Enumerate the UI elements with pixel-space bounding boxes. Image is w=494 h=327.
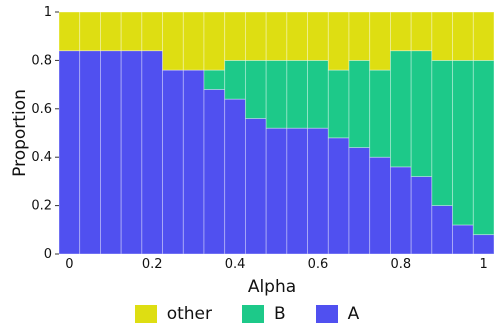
bar-a-4 (141, 50, 163, 255)
bar-b-14 (348, 60, 371, 148)
bar-a-1 (79, 50, 101, 255)
bar-a-10 (265, 127, 288, 255)
legend-item-b: B (241, 304, 286, 324)
bar-b-10 (265, 60, 288, 129)
bar-b-7 (203, 69, 226, 90)
x-tick-label: 0 (65, 257, 73, 272)
bar-a-12 (307, 127, 329, 255)
y-axis-title: Proportion (10, 89, 30, 177)
legend: other B A (0, 304, 494, 324)
legend-swatch (241, 305, 264, 323)
bar-other-10 (265, 11, 288, 61)
bar-a-15 (369, 156, 391, 255)
legend-label: B (273, 304, 286, 324)
bar-b-20 (472, 60, 494, 236)
legend-label: other (166, 304, 212, 324)
legend-swatch (315, 305, 338, 323)
bar-a-5 (162, 69, 184, 255)
bar-b-9 (245, 60, 267, 119)
bar-b-19 (452, 60, 474, 226)
x-tick-label: 0.8 (390, 257, 411, 272)
y-tick-label: 1 (44, 5, 52, 20)
y-tick-label: 0.4 (31, 150, 52, 165)
bar-other-11 (286, 11, 308, 61)
y-tick-label: 0.8 (31, 53, 52, 68)
bar-other-0 (58, 11, 81, 52)
bar-a-8 (224, 98, 246, 255)
bar-other-13 (327, 11, 350, 71)
bar-b-18 (431, 60, 453, 206)
legend-swatch (134, 305, 157, 323)
bar-a-17 (410, 176, 433, 255)
bar-other-12 (307, 11, 329, 61)
x-axis-title: Alpha (248, 277, 296, 297)
bar-a-11 (286, 127, 308, 255)
bar-a-13 (327, 137, 350, 255)
bar-a-0 (58, 50, 81, 255)
bar-other-4 (141, 11, 163, 52)
bar-other-16 (390, 11, 412, 52)
bar-other-5 (162, 11, 184, 71)
bar-b-17 (410, 50, 433, 177)
legend-item-a: A (315, 304, 360, 324)
bar-other-18 (431, 11, 453, 61)
bar-a-7 (203, 89, 226, 255)
y-tick-label: 0.6 (31, 102, 52, 117)
bar-other-20 (472, 11, 494, 61)
x-tick-label: 0.6 (308, 257, 329, 272)
bar-a-20 (472, 234, 494, 255)
bar-b-15 (369, 69, 391, 158)
x-tick-label: 1 (480, 257, 488, 272)
x-tick-label: 0.2 (142, 257, 163, 272)
bar-other-15 (369, 11, 391, 71)
bar-other-2 (100, 11, 122, 52)
bar-other-3 (120, 11, 143, 52)
bar-a-6 (182, 69, 205, 255)
bar-other-17 (410, 11, 433, 52)
bar-a-2 (100, 50, 122, 255)
bar-other-9 (245, 11, 267, 61)
legend-label: A (347, 304, 360, 324)
x-tick-label: 0.4 (225, 257, 246, 272)
bar-other-8 (224, 11, 246, 61)
bar-other-1 (79, 11, 101, 52)
axes-layer: 0 0.2 0.4 0.6 0.8 1 0 0.2 0.4 0.6 0.8 1 (31, 5, 487, 272)
bar-other-6 (182, 11, 205, 71)
bar-a-16 (390, 166, 412, 255)
y-tick-label: 0.2 (31, 199, 52, 214)
y-tick-label: 0 (44, 247, 52, 262)
bar-b-12 (307, 60, 329, 129)
bar-a-3 (120, 50, 143, 255)
bar-b-13 (327, 69, 350, 139)
bar-b-8 (224, 60, 246, 100)
bar-b-16 (390, 50, 412, 168)
bar-a-18 (431, 205, 453, 255)
bar-other-7 (203, 11, 226, 71)
bars-layer (58, 11, 494, 255)
bar-a-19 (452, 224, 474, 255)
bar-a-9 (245, 118, 267, 255)
legend-item-other: other (134, 304, 212, 324)
bar-other-14 (348, 11, 371, 61)
bar-other-19 (452, 11, 474, 61)
bar-a-14 (348, 147, 371, 255)
bar-b-11 (286, 60, 308, 129)
